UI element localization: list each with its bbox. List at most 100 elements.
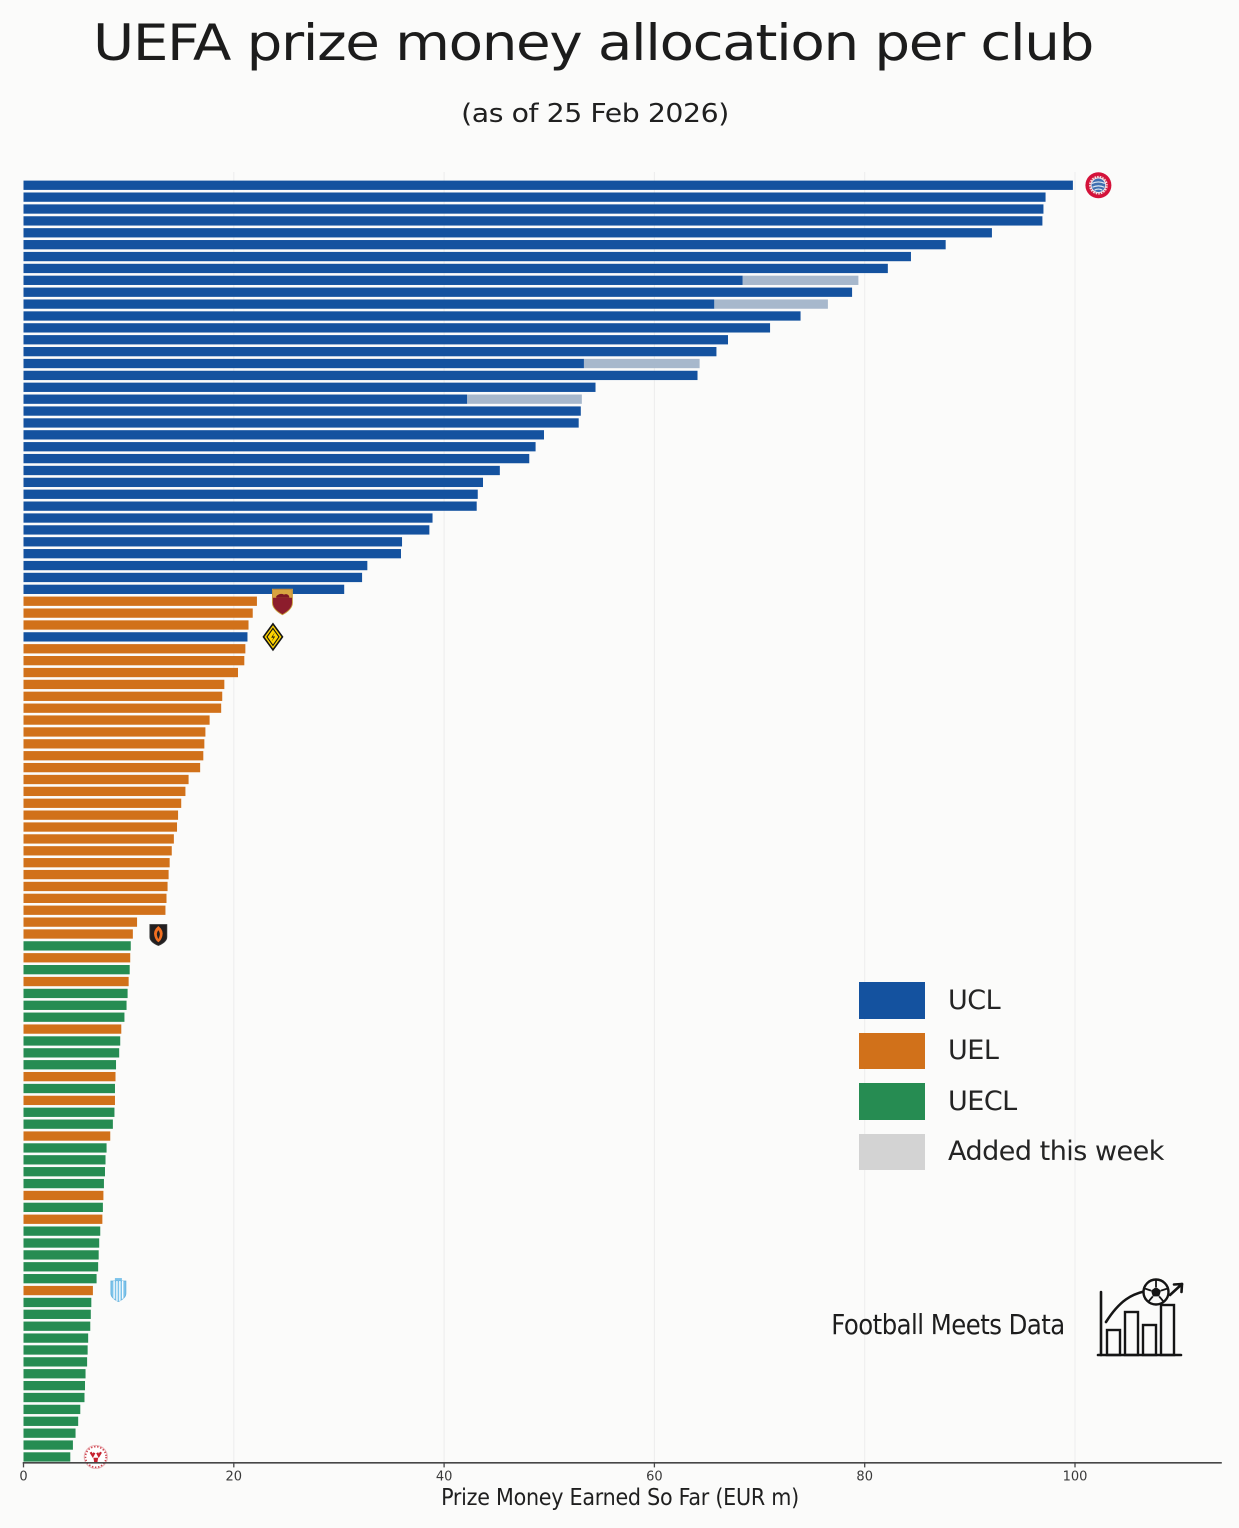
bar-47-uel [23,727,206,737]
bar-29-ucl [23,513,433,523]
x-tick-label-20: 20 [226,1469,243,1484]
bar-80-uecl [23,1119,113,1129]
bar-43-uel [23,679,225,690]
bar-33-ucl [23,560,368,571]
bar-11-ucl [23,299,715,309]
bar-91-uecl [23,1250,99,1260]
legend-label-uel: UEL [948,1035,999,1067]
legend-item-uecl: UECL [859,1083,1164,1120]
bar-32-ucl [23,549,401,559]
bar-76-uel [23,1071,116,1082]
bar-77-uecl [23,1083,115,1094]
bar-49-uel [23,751,204,761]
bar-88-uel [23,1214,103,1224]
bar-82-uecl [23,1143,107,1153]
bar-74-uecl [23,1048,120,1058]
bar-12-ucl [23,311,801,321]
bar-2-ucl [23,192,1046,202]
bar-25-ucl [23,465,500,476]
bar-15-ucl [23,346,717,357]
bar-18-ucl [23,382,596,392]
bar-44-uel [23,691,223,701]
bar-62-uel [23,905,166,915]
bar-83-uecl [23,1155,106,1165]
bar-68-uel [23,976,129,987]
football-meets-data-logo-icon [1096,1278,1184,1357]
bar-58-uel [23,858,170,868]
bar-87-uecl [23,1202,103,1213]
legend-swatch-uel [859,1032,925,1069]
bar-31-ucl [23,537,403,547]
x-tick-label-40: 40 [436,1469,453,1484]
club-crest-bayern-munich [1085,172,1112,199]
bar-92-uecl [23,1262,99,1272]
bar-8-ucl [23,263,888,274]
bar-86-uel [23,1190,104,1201]
bar-13-ucl [23,323,771,333]
legend-item-added: Added this week [859,1133,1164,1170]
bar-9-ucl [23,275,743,285]
bar-21-ucl [23,418,579,428]
bar-69-uecl [23,988,128,999]
bar-42-uel [23,667,239,678]
bar-103-uecl [23,1392,85,1403]
x-tick-label-100: 100 [1063,1469,1088,1484]
bar-67-uecl [23,965,130,975]
chart-subtitle: (as of 25 Feb 2026) [461,99,729,129]
bar-16-added-this-week [583,358,700,369]
legend-label-uecl: UECL [948,1085,1017,1117]
bar-20-ucl [23,406,581,416]
bar-93-uecl [23,1274,97,1284]
bar-1-ucl [23,180,1073,190]
chart-legend: UCL UEL UECL Added this week [859,982,1164,1184]
bar-19-added-this-week [467,394,582,404]
bar-37-uel [23,608,253,618]
bar-105-uecl [23,1416,79,1426]
x-tick-label-0: 0 [19,1469,27,1484]
bar-57-uel [23,846,172,856]
bar-70-uecl [23,1000,127,1010]
bar-16-ucl [23,358,584,369]
x-tick-label-80: 80 [856,1469,873,1484]
club-crest-red-white-club [83,1444,108,1470]
bar-34-ucl [23,572,363,583]
bar-5-ucl [23,228,992,238]
bar-79-uecl [23,1107,115,1117]
legend-label-added: Added this week [948,1136,1164,1168]
bar-71-uecl [23,1012,125,1022]
bar-4-ucl [23,216,1043,226]
bar-104-uecl [23,1404,81,1415]
bar-73-uecl [23,1036,121,1046]
bar-48-uel [23,739,205,749]
legend-label-ucl: UCL [948,984,1001,1016]
bar-26-ucl [23,477,484,488]
bar-65-uecl [23,941,131,951]
club-crest-shakhtar-donetsk [149,924,168,946]
bar-10-ucl [23,287,853,297]
bar-60-uel [23,881,168,892]
bar-19-ucl [23,394,468,404]
bar-38-uel [23,620,249,630]
x-tick-label-60: 60 [646,1469,663,1484]
bar-54-uel [23,810,179,820]
bar-106-uecl [23,1428,76,1438]
bar-100-uecl [23,1357,88,1367]
bar-24-ucl [23,453,530,464]
bar-27-ucl [23,489,478,499]
bar-3-ucl [23,204,1044,214]
bar-95-uecl [23,1297,92,1308]
bar-84-uecl [23,1167,105,1177]
bar-61-uel [23,893,167,903]
bar-107-uecl [23,1440,73,1450]
bar-55-uel [23,822,178,832]
bar-89-uecl [23,1226,101,1236]
bar-108-uecl [23,1452,71,1462]
bar-36-uel [23,596,257,606]
bar-30-ucl [23,525,430,535]
bar-85-uecl [23,1178,104,1189]
bar-40-uel [23,644,246,654]
bar-72-uel [23,1024,122,1034]
bar-23-ucl [23,442,536,452]
bar-53-uel [23,798,182,808]
